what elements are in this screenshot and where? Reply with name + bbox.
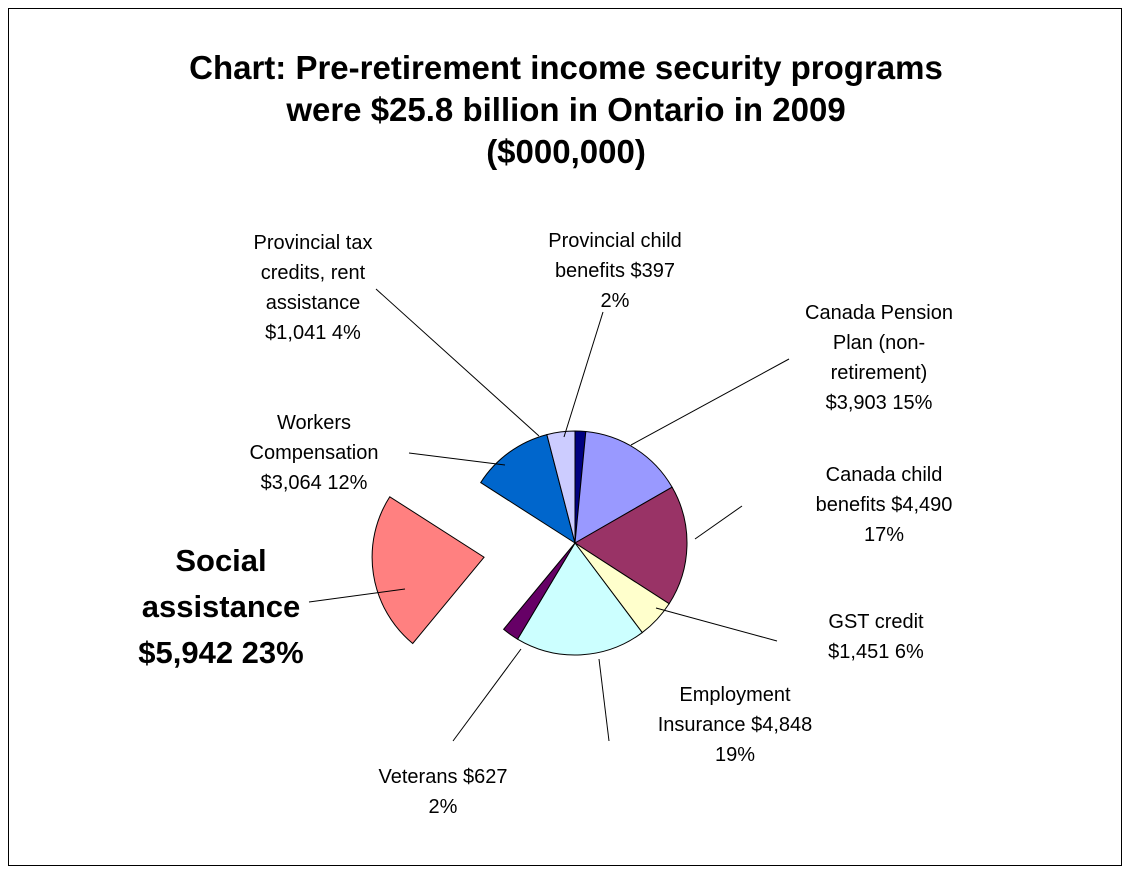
chart-title: Chart: Pre-retirement income security pr… bbox=[9, 47, 1123, 173]
slice-label-line: assistance bbox=[142, 589, 301, 624]
pie-slice-social-assistance bbox=[371, 496, 485, 645]
leader-line-provincial-child-benefits bbox=[563, 311, 604, 438]
chart-title-line-3: ($000,000) bbox=[486, 133, 646, 170]
leader-line-gst-credit bbox=[655, 607, 778, 642]
chart-title-line-2: were $25.8 billion in Ontario in 2009 bbox=[286, 91, 846, 128]
slice-label-social-assistance: Social assistance $5,942 23% bbox=[138, 543, 303, 670]
pie-chart: Provincial child benefits $397 2% Canada Pe… bbox=[138, 230, 953, 818]
chart-frame: Chart: Pre-retirement income security pr… bbox=[8, 8, 1122, 866]
slice-label-provincial-child-benefits: Provincial child benefits $397 2% bbox=[548, 230, 681, 312]
slice-label-line: 2% bbox=[429, 796, 458, 818]
pie-slice-canada-child-benefits bbox=[574, 486, 688, 605]
slice-label-line: benefits $4,490 bbox=[816, 494, 953, 516]
slice-label-canada-child-benefits: Canada child benefits $4,490 17% bbox=[816, 464, 953, 546]
slice-label-line: Insurance $4,848 bbox=[658, 714, 813, 736]
slice-label-line: 17% bbox=[864, 524, 904, 546]
slice-label-canada-pension-plan-non-retirement: Canada Pension Plan (non-retirement) $3,90… bbox=[805, 302, 953, 414]
slice-label-line: retirement) bbox=[831, 362, 928, 384]
slice-label-line: assistance bbox=[266, 292, 361, 314]
pie-slice-employment-insurance bbox=[516, 542, 643, 656]
slice-label-line: benefits $397 bbox=[555, 260, 675, 282]
slice-label-line: $1,451 6% bbox=[828, 641, 924, 663]
slice-label-line: Workers bbox=[277, 412, 351, 434]
slice-label-line: Social bbox=[175, 543, 266, 578]
slice-label-line: credits, rent bbox=[261, 262, 366, 284]
leader-line-social-assistance bbox=[308, 588, 406, 603]
leader-lines bbox=[308, 288, 790, 742]
leader-line-veterans bbox=[452, 648, 522, 742]
slice-label-line: Canada Pension bbox=[805, 302, 953, 324]
pie-slice-veterans bbox=[502, 542, 576, 640]
slice-label-line: 2% bbox=[601, 290, 630, 312]
leader-line-canada-pension-plan-non-retirement bbox=[630, 358, 790, 446]
slice-label-line: $3,903 15% bbox=[826, 392, 933, 414]
slice-label-line: $3,064 12% bbox=[261, 472, 368, 494]
slice-label-veterans: Veterans $627 2% bbox=[379, 766, 508, 818]
slice-label-line: Canada child bbox=[826, 464, 943, 486]
slice-label-gst-credit: GST credit $1,451 6% bbox=[828, 611, 924, 663]
slice-label-provincial-tax-credits-rent-assistance: Provincial tax credits, rent assistance $1,… bbox=[254, 232, 373, 344]
slice-label-line: $5,942 23% bbox=[138, 635, 303, 670]
slice-label-line: 19% bbox=[715, 744, 755, 766]
pie-slice-canada-pension-plan-non-retirement bbox=[574, 430, 673, 544]
slice-label-line: Employment bbox=[679, 684, 791, 706]
slice-label-line: GST credit bbox=[828, 611, 924, 633]
leader-line-employment-insurance bbox=[598, 658, 610, 742]
chart-title-line-1: Chart: Pre-retirement income security pr… bbox=[189, 49, 943, 86]
slice-labels: Provincial child benefits $397 2% Canada Pe… bbox=[138, 230, 953, 818]
slice-label-line: Provincial tax bbox=[254, 232, 373, 254]
pie-slice-provincial-tax-credits-rent-assistance bbox=[546, 430, 576, 544]
pie-slices bbox=[371, 430, 688, 656]
slice-label-workers-compensation: Workers Compensation $3,064 12% bbox=[250, 412, 379, 494]
slice-label-line: Veterans $627 bbox=[379, 766, 508, 788]
leader-line-workers-compensation bbox=[408, 452, 506, 466]
slice-label-line: Compensation bbox=[250, 442, 379, 464]
leader-line-canada-child-benefits bbox=[694, 505, 743, 540]
slice-label-employment-insurance: Employment Insurance $4,848 19% bbox=[658, 684, 813, 766]
leader-line-provincial-tax-credits-rent-assistance bbox=[375, 288, 540, 437]
slice-label-line: Provincial child bbox=[548, 230, 681, 252]
slice-label-line: Plan (non- bbox=[833, 332, 925, 354]
pie-slice-workers-compensation bbox=[479, 433, 576, 545]
slice-label-line: $1,041 4% bbox=[265, 322, 361, 344]
